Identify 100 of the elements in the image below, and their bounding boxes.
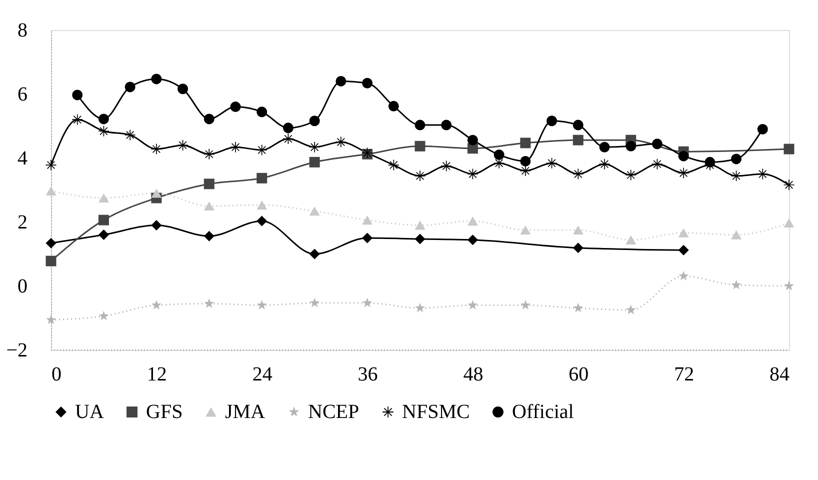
point	[151, 144, 162, 154]
point	[72, 114, 83, 125]
point	[520, 225, 531, 235]
point	[784, 144, 794, 154]
point	[599, 158, 610, 170]
point	[520, 156, 531, 166]
y-tick-label: −2	[6, 340, 28, 362]
x-tick-label: 60	[568, 364, 589, 386]
point	[678, 150, 689, 162]
point	[414, 120, 426, 130]
point	[178, 84, 188, 94]
point	[414, 140, 426, 152]
point	[204, 230, 214, 242]
point	[151, 74, 162, 84]
point	[46, 160, 56, 170]
point	[151, 300, 162, 310]
point	[415, 302, 425, 312]
point	[336, 136, 346, 148]
point	[46, 256, 56, 266]
point	[309, 116, 320, 126]
x-tick-label: 36	[358, 364, 378, 386]
point	[362, 232, 373, 244]
x-tick-label: 72	[674, 364, 694, 386]
point	[72, 90, 83, 100]
point	[388, 160, 399, 170]
point	[151, 220, 162, 230]
point	[572, 225, 584, 235]
point	[520, 138, 531, 148]
point	[573, 302, 584, 312]
x-tick-label: 48	[463, 364, 484, 386]
point	[414, 170, 426, 182]
point	[652, 138, 662, 150]
point	[731, 280, 742, 290]
point	[309, 156, 320, 168]
point	[599, 142, 610, 152]
point	[336, 76, 346, 86]
point	[204, 114, 214, 124]
legend-label: NCEP	[308, 401, 360, 423]
point	[309, 142, 320, 152]
point	[678, 244, 689, 256]
point	[441, 120, 452, 130]
point	[467, 234, 478, 246]
point	[124, 130, 136, 140]
point	[784, 218, 794, 228]
point	[626, 140, 636, 152]
point	[362, 78, 373, 88]
point	[678, 270, 689, 280]
point	[310, 298, 320, 308]
point	[282, 122, 294, 134]
legend-label: NFSMC	[402, 401, 470, 423]
point	[467, 134, 478, 146]
point	[256, 216, 268, 226]
point	[494, 158, 504, 168]
point	[98, 193, 109, 203]
point	[626, 304, 636, 314]
point	[256, 300, 267, 310]
point	[572, 242, 584, 254]
point	[757, 124, 768, 134]
point	[546, 116, 558, 126]
legend-label: GFS	[146, 401, 183, 423]
x-tick-label: 12	[146, 364, 167, 386]
point	[468, 300, 478, 310]
point	[46, 186, 56, 196]
point	[731, 230, 742, 240]
y-tick-label: 4	[18, 148, 28, 170]
point	[98, 114, 109, 124]
point	[98, 230, 109, 240]
point	[784, 280, 794, 290]
point	[678, 228, 689, 238]
y-tick-label: 8	[18, 20, 28, 42]
y-tick-label: 0	[18, 276, 28, 298]
point	[46, 314, 56, 324]
point	[520, 300, 530, 310]
point	[204, 148, 214, 160]
point	[46, 238, 56, 248]
point	[98, 214, 109, 226]
point	[204, 201, 214, 211]
point	[124, 82, 136, 92]
point	[256, 200, 268, 210]
x-tick-label: 84	[770, 364, 790, 386]
y-tick-label: 2	[18, 212, 28, 234]
point	[204, 178, 214, 190]
y-tick-label: 6	[18, 84, 28, 106]
x-tick-label: 24	[252, 364, 272, 386]
x-tick-label: 0	[52, 364, 62, 386]
point	[572, 134, 584, 146]
point	[151, 188, 162, 198]
point	[414, 234, 426, 244]
point	[626, 170, 636, 180]
point	[98, 310, 109, 320]
point	[309, 206, 320, 216]
point	[678, 168, 689, 178]
point	[572, 120, 584, 130]
point	[362, 298, 372, 308]
point	[362, 216, 373, 225]
legend-label: Official	[512, 401, 574, 423]
point	[414, 220, 426, 230]
point	[388, 100, 399, 112]
point	[467, 216, 478, 226]
point	[494, 150, 504, 160]
